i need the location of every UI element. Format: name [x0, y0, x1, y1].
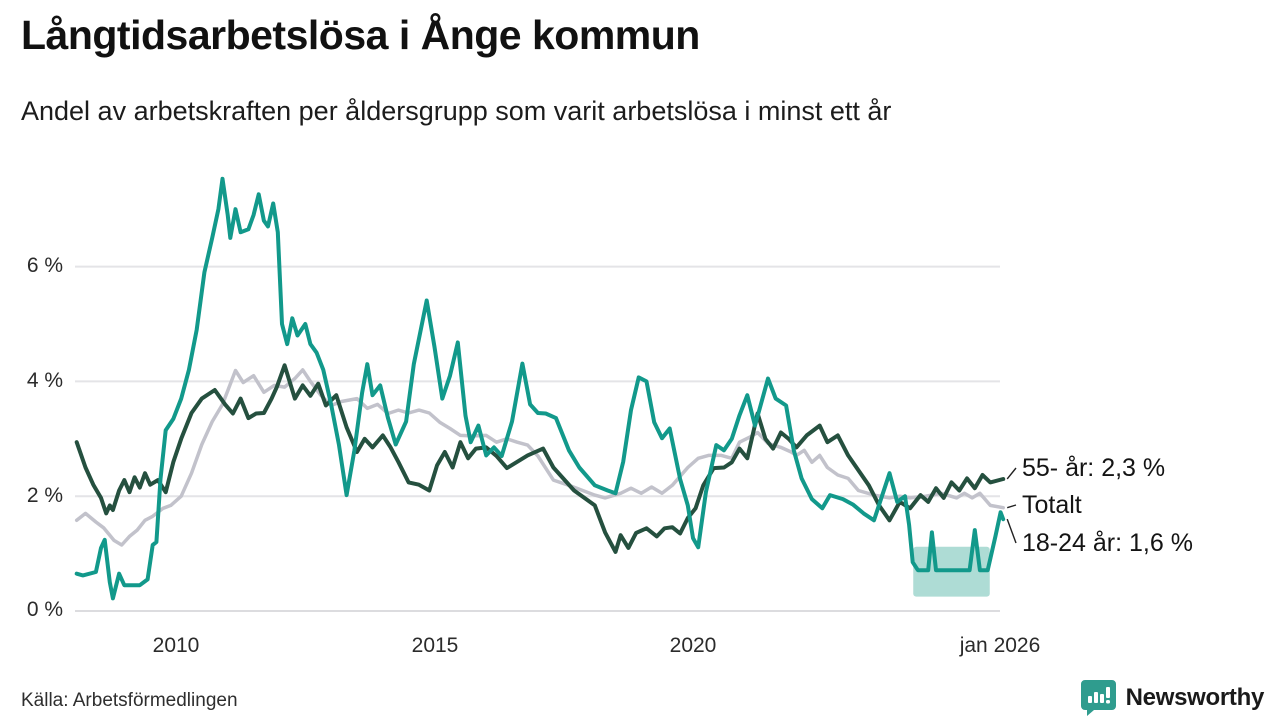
callout-line [1006, 518, 1017, 544]
x-axis-tick-jan-2026: jan 2026 [959, 634, 1041, 657]
x-axis-tick-2015: 2015 [411, 634, 459, 657]
y-axis-tick-6: 6 % [26, 254, 63, 277]
callout-line [1006, 467, 1017, 480]
newsworthy-logo[interactable]: Newsworthy [1080, 679, 1264, 717]
y-axis-tick-0: 0 % [26, 598, 63, 621]
x-axis-tick-2010: 2010 [152, 634, 200, 657]
series-line-Totalt [74, 368, 1005, 547]
y-axis-tick-2: 2 % [26, 484, 63, 507]
callout-line [1006, 504, 1017, 509]
newsworthy-logo-text: Newsworthy [1125, 684, 1265, 711]
series-label-totalt: Totalt [1022, 491, 1082, 519]
page-title: Långtidsarbetslösa i Ånge kommun [21, 12, 700, 58]
newsworthy-logo-icon [1080, 680, 1116, 716]
x-axis-tick-2020: 2020 [669, 634, 717, 657]
series-label-18-24: 18-24 år: 1,6 % [1022, 529, 1193, 557]
series-label-55: 55- år: 2,3 % [1022, 454, 1166, 482]
source-credit: Källa: Arbetsförmedlingen [21, 690, 238, 711]
series-line-18-24år [74, 176, 1006, 601]
y-axis-tick-4: 4 % [26, 369, 63, 392]
page-subtitle: Andel av arbetskraften per åldersgrupp s… [21, 96, 892, 126]
